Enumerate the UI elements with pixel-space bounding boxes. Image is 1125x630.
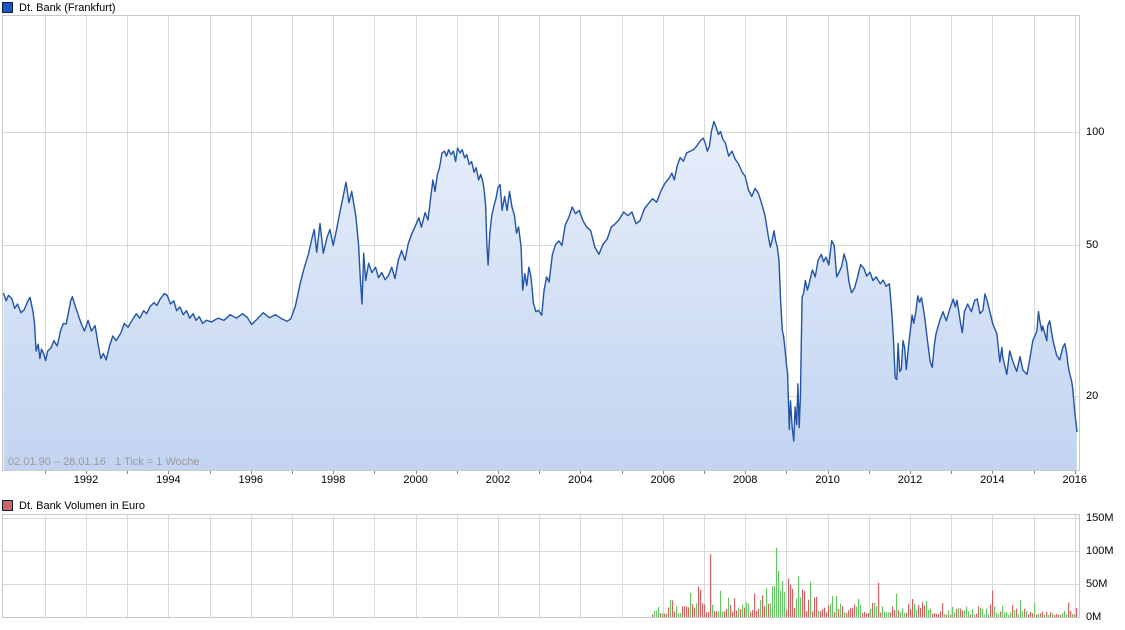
volume-bars: [652, 547, 1078, 617]
x-axis-tick: [910, 471, 911, 474]
volume-chart-plot[interactable]: [2, 514, 1080, 618]
x-axis-tick: [86, 471, 87, 474]
x-axis-tick: [127, 471, 128, 474]
x-axis-tick: [333, 471, 334, 474]
x-axis-label: 1992: [73, 474, 99, 486]
x-axis-label: 2016: [1062, 474, 1088, 486]
x-axis-label: 1994: [156, 474, 181, 486]
x-axis-tick: [580, 471, 581, 474]
x-axis-tick: [622, 471, 623, 474]
volume-y-axis-label: 50M: [1086, 578, 1108, 590]
price-chart-title: Dt. Bank (Frankfurt): [19, 1, 116, 14]
volume-y-axis-label: 150M: [1086, 512, 1114, 524]
price-chart-legend: Dt. Bank (Frankfurt): [2, 1, 116, 14]
price-chart-plot[interactable]: [2, 15, 1080, 471]
price-y-axis-label: 20: [1086, 389, 1099, 402]
x-axis-tick: [292, 471, 293, 474]
x-axis-tick: [663, 471, 664, 474]
x-axis-label: 1998: [320, 474, 346, 486]
price-plot-border: [2, 15, 1080, 471]
x-axis-tick: [992, 471, 993, 474]
x-axis-label: 2004: [568, 474, 593, 486]
x-axis-tick: [951, 471, 952, 474]
x-axis-tick: [869, 471, 870, 474]
volume-series-swatch-icon: [2, 500, 13, 511]
x-axis-tick: [704, 471, 705, 474]
x-axis-tick: [374, 471, 375, 474]
x-axis-tick: [745, 471, 746, 474]
volume-chart-title: Dt. Bank Volumen in Euro: [19, 499, 145, 512]
x-axis-labels: 1992 1994 1996 1998 2000 2002 2004 2006 2008 2010…: [0, 474, 1125, 488]
x-axis-label: 2014: [980, 474, 1005, 486]
price-y-axis-label: 50: [1086, 239, 1099, 252]
x-axis-tick: [1034, 471, 1035, 474]
price-y-axis-labels: 100 50 20: [1086, 0, 1125, 490]
x-axis-label: 1996: [238, 474, 264, 486]
date-range-info: 02.01.90 – 28.01.16 1 Tick = 1 Woche: [8, 456, 200, 468]
x-axis-tick: [45, 471, 46, 474]
price-line-series: [2, 120, 1078, 442]
volume-y-axis-labels: 150M 100M 50M 0M: [1086, 500, 1125, 630]
volume-gridlines: [3, 515, 1079, 617]
x-axis-tick: [416, 471, 417, 474]
x-axis-label: 2008: [732, 474, 758, 486]
x-axis-ticks: [0, 471, 1125, 474]
x-axis-label: 2002: [485, 474, 511, 486]
x-axis-tick: [828, 471, 829, 474]
x-axis-tick: [539, 471, 540, 474]
x-axis-tick: [210, 471, 211, 474]
x-axis-label: 2006: [650, 474, 676, 486]
volume-y-axis-label: 100M: [1086, 545, 1114, 557]
x-axis-tick: [168, 471, 169, 474]
volume-y-axis-label: 0M: [1086, 611, 1102, 623]
price-series-swatch-icon: [2, 2, 13, 13]
x-axis-label: 2000: [403, 474, 428, 486]
x-axis-tick: [251, 471, 252, 474]
volume-plot-border: [2, 514, 1080, 618]
price-area-fill: [3, 121, 1077, 470]
x-axis-tick: [1075, 471, 1076, 474]
x-axis-tick: [786, 471, 787, 474]
x-axis-label: 2010: [815, 474, 840, 486]
x-axis-label: 2012: [897, 474, 923, 486]
volume-chart-legend: Dt. Bank Volumen in Euro: [2, 499, 145, 512]
price-y-axis-label: 100: [1086, 125, 1105, 138]
x-axis-tick: [457, 471, 458, 474]
x-axis-tick: [498, 471, 499, 474]
